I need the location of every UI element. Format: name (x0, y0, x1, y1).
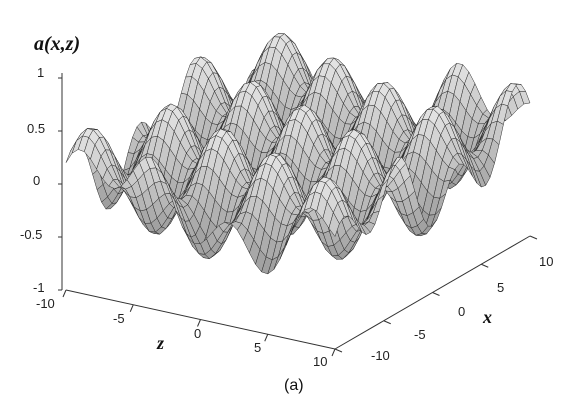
z-tick-label: 10 (313, 354, 327, 369)
x-axis-tick (529, 235, 538, 240)
x-tick-label: 0 (458, 304, 465, 319)
vertical-axis-ticks: 1 0.5 0 -0.5 -1 (20, 65, 45, 295)
a-tick-label: 0 (33, 173, 40, 188)
surface-mesh (65, 33, 531, 275)
x-axis-label: x (482, 307, 492, 327)
z-axis-tick (264, 334, 269, 342)
x-axis-tick (383, 320, 391, 325)
x-tick-label: -5 (414, 327, 426, 342)
x-axis-tick (334, 348, 343, 353)
x-tick-label: 5 (497, 280, 504, 295)
z-tick-label: 0 (194, 326, 201, 341)
z-axis-ticks: -10 -5 0 5 10 (36, 296, 327, 369)
z-axis-tick (197, 319, 201, 327)
a-tick-label: -1 (33, 280, 45, 295)
x-axis-ticks: -10 -5 0 5 10 (371, 254, 553, 363)
z-axis-tick (129, 304, 134, 312)
z-axis-label: z (156, 333, 164, 353)
a-tick-label: 0.5 (27, 121, 45, 136)
a-tick-label: 1 (37, 65, 44, 80)
plot-axes (58, 73, 538, 357)
vertical-axis-label: a(x,z) (34, 33, 80, 55)
z-tick-label: 5 (254, 340, 261, 355)
z-axis-tick (331, 348, 336, 357)
z-tick-label: -10 (36, 296, 55, 311)
z-tick-label: -5 (113, 311, 125, 326)
z-axis-tick (62, 289, 67, 298)
x-axis-tick (432, 292, 440, 296)
x-axis-tick (481, 263, 489, 268)
surface-patch (328, 211, 340, 238)
x-tick-label: 10 (539, 254, 553, 269)
a-tick-label: -0.5 (20, 227, 42, 242)
x-tick-label: -10 (371, 348, 390, 363)
figure-caption: (a) (284, 377, 304, 394)
